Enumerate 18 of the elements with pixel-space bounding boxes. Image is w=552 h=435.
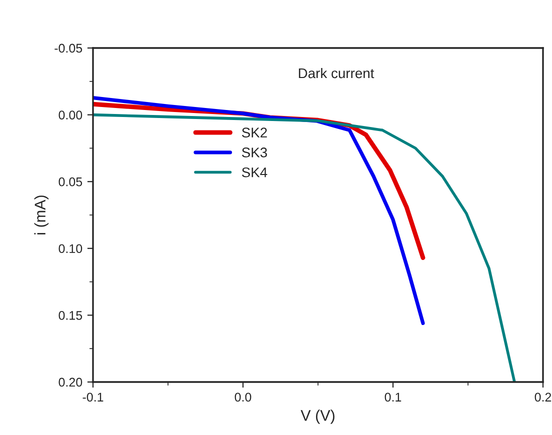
legend-label: SK3 (242, 148, 267, 158)
y-tick-label: 0.15 (58, 311, 82, 320)
y-tick-label: 0.20 (58, 378, 82, 387)
x-tick-label: 0.0 (234, 392, 252, 402)
y-tick-label: 0.05 (58, 177, 82, 186)
x-tick-label: 0.1 (384, 392, 402, 402)
x-tick-label: 0.2 (534, 392, 552, 402)
y-tick-label: 0.10 (58, 244, 82, 254)
y-tick-label: 0.00 (58, 110, 82, 120)
y-axis-title: i (mA) (34, 196, 49, 234)
y-tick-label: -0.05 (54, 44, 82, 53)
line-series (93, 113, 516, 382)
legend-label: SK2 (242, 128, 267, 138)
x-tick-label: -0.1 (82, 392, 104, 402)
line-series (93, 96, 425, 326)
annotation: Dark current (298, 68, 374, 78)
x-axis-title: V (V) (300, 410, 334, 424)
legend-label: SK4 (242, 167, 268, 178)
